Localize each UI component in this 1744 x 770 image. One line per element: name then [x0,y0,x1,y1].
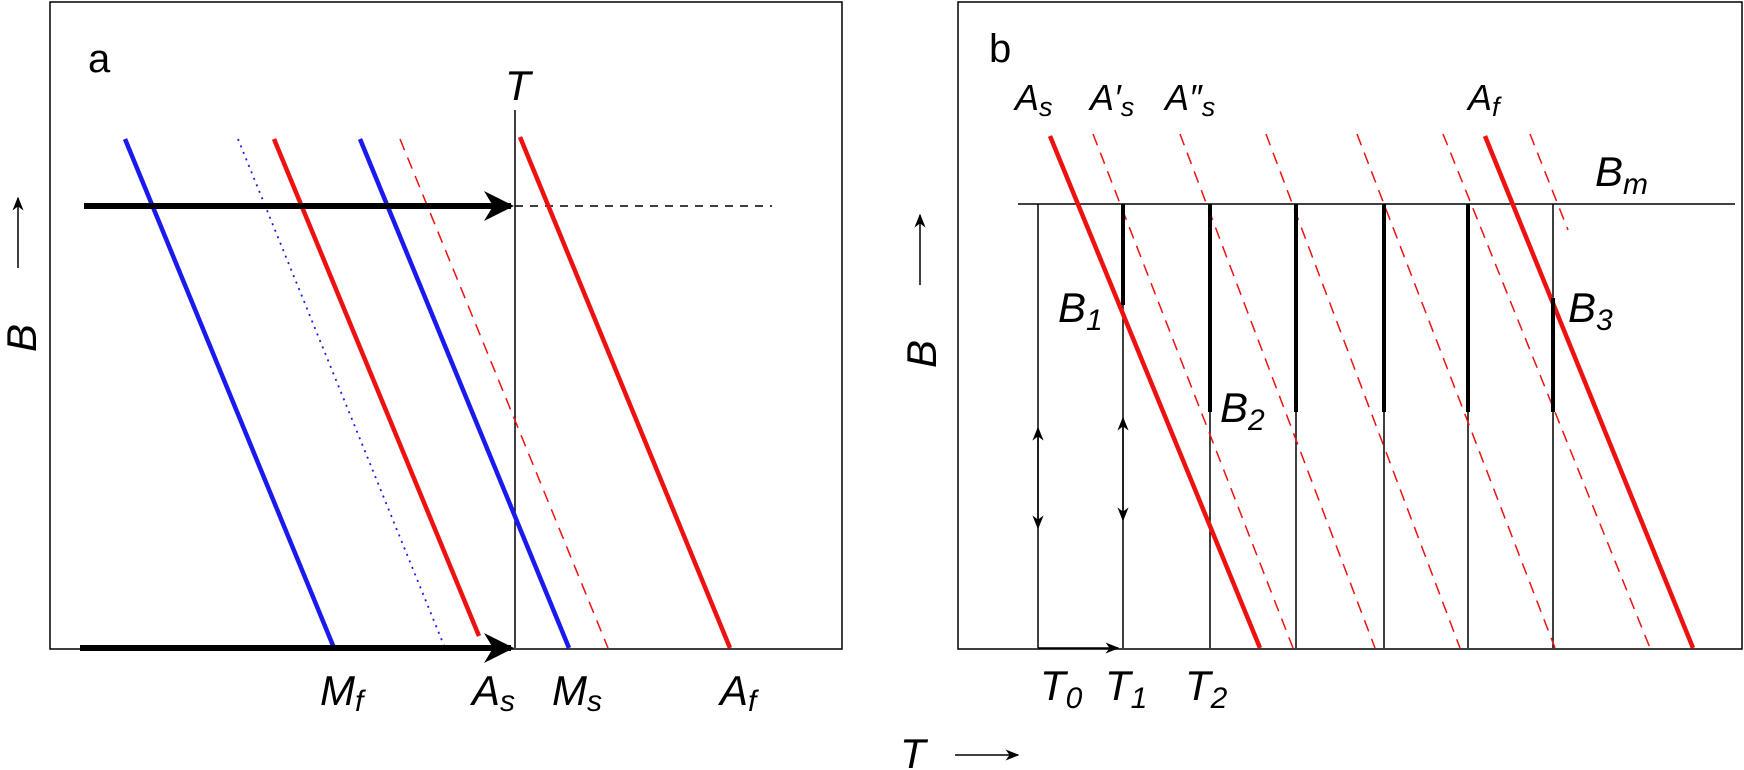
label-mf: Mf [320,667,366,718]
red-dashed-line [399,138,609,649]
label-t2: T2 [1185,662,1228,715]
label-b1: B1 [1058,284,1103,337]
panel-b-y-axis-label: B [898,340,945,368]
panel-b-frame [957,1,1743,650]
af-boundary-line [517,136,733,649]
mf-boundary-line [122,138,337,649]
af-boundary-line-b [1482,135,1696,649]
as-boundary-line [271,138,482,637]
panel-a-letter: a [88,37,111,81]
x-axis-label: T [900,730,929,770]
red-dashed-line-5 [1442,133,1651,649]
label-b2: B2 [1220,384,1265,437]
label-t1: T1 [1105,662,1147,715]
panel-b: b Bm As A′s [898,1,1743,715]
label-af: Af [717,667,759,718]
as-prime-dashed-line [1092,133,1294,649]
panel-b-letter: b [989,27,1011,71]
temperature-marker-label: T [505,62,534,109]
label-ms: Ms [552,667,602,718]
label-as-double-prime: A″s [1163,77,1215,122]
panel-a: a T Mf As Ms Af B [0,1,843,718]
ms-boundary-line [357,138,572,649]
label-af-b: Af [1466,77,1502,122]
red-dashed-line-4 [1356,133,1556,649]
as-double-prime-dashed-line [1179,133,1376,649]
label-bm: Bm [1595,148,1648,201]
as-boundary-line-b [1047,135,1263,649]
label-as-b: As [1013,77,1053,122]
panel-a-y-axis-label: B [0,324,45,352]
blue-dotted-line [237,138,446,649]
label-t0: T0 [1040,662,1083,715]
label-b3: B3 [1568,284,1613,337]
label-as-prime: A′s [1088,77,1134,122]
red-dashed-line-3 [1265,133,1461,649]
label-as: As [469,667,515,718]
red-dashed-line-6 [1529,133,1569,231]
